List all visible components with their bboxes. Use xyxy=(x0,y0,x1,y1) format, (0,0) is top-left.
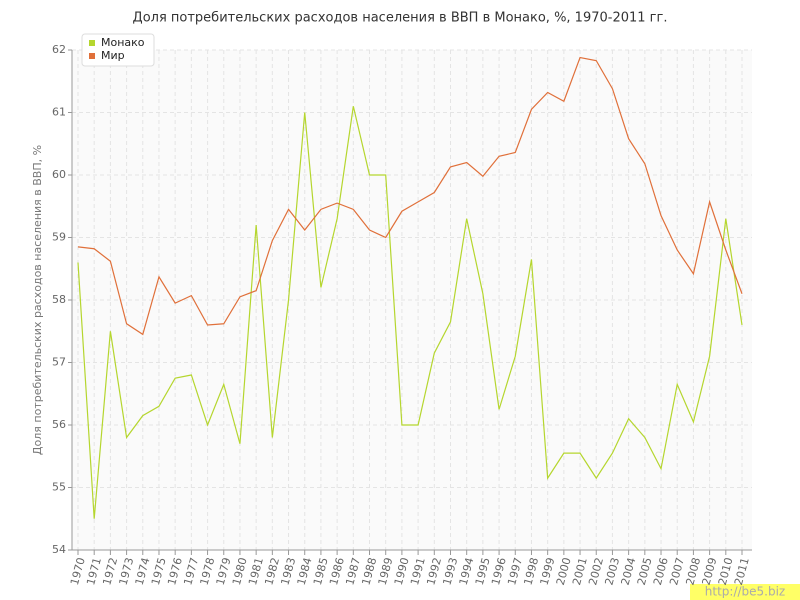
series-line xyxy=(77,56,743,336)
legend-box xyxy=(81,33,155,67)
y-tick-label: 59 xyxy=(52,231,66,244)
y-tick-label: 55 xyxy=(52,481,66,494)
legend-swatch xyxy=(89,40,95,46)
watermark: http://be5.biz xyxy=(705,585,785,599)
chart-title: Доля потребительских расходов населения … xyxy=(133,11,668,26)
legend-label: Монако xyxy=(101,36,145,49)
y-tick-label: 58 xyxy=(52,293,66,306)
y-axis-label: Доля потребительских расходов населения … xyxy=(31,145,44,455)
legend-label: Мир xyxy=(101,49,125,62)
y-tick-label: 62 xyxy=(52,43,66,56)
y-tick-label: 54 xyxy=(52,543,66,556)
y-tick-label: 57 xyxy=(52,356,66,369)
y-tick-label: 60 xyxy=(52,168,66,181)
legend-swatch xyxy=(89,53,95,59)
y-tick-label: 56 xyxy=(52,418,66,431)
watermark-bg xyxy=(690,584,800,600)
series-line xyxy=(77,106,743,519)
y-tick-label: 61 xyxy=(52,106,66,119)
